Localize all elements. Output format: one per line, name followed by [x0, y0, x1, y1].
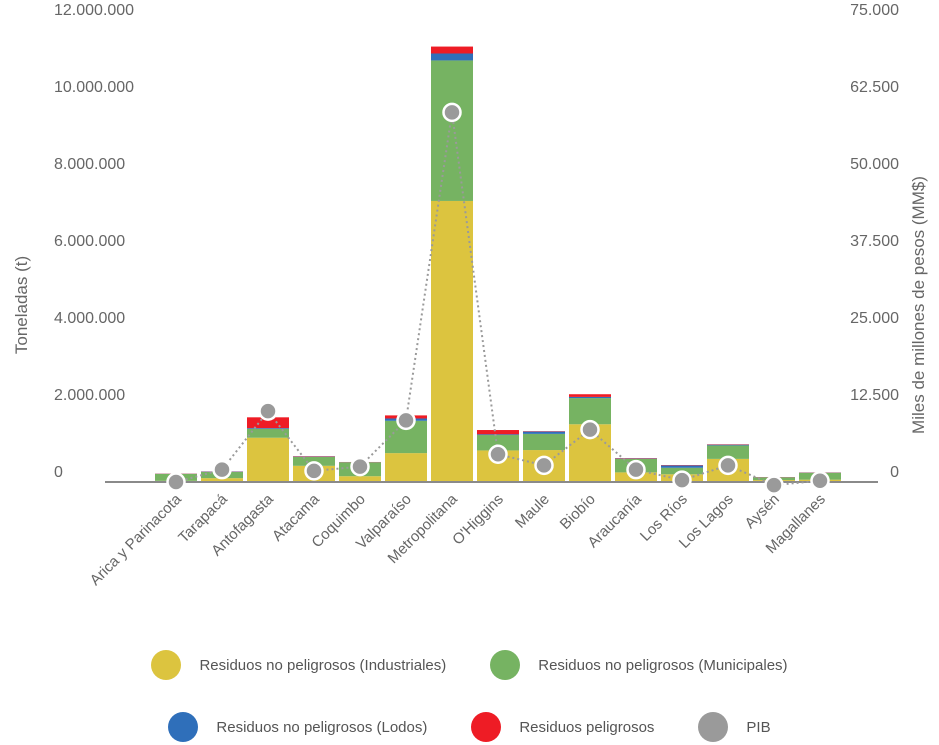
bar-segment [247, 428, 289, 438]
left-axis-label: Toneladas (t) [12, 256, 31, 354]
pib-point [764, 475, 784, 495]
category-label: O'Higgins [449, 491, 507, 549]
legend-swatch [698, 712, 729, 742]
right-tick-label: 25.000 [850, 310, 899, 327]
left-tick-label: 2.000.000 [54, 387, 125, 404]
legend-label: Residuos no peligrosos (Industriales) [199, 656, 447, 674]
category-label: Aysén [742, 491, 783, 532]
left-axis-ticks: 0 2.000.000 4.000.000 6.000.000 8.000.000 10.… [54, 2, 134, 481]
legend-label: Residuos peligrosos [519, 718, 655, 736]
bar-segment [247, 428, 289, 429]
pib-point [304, 461, 324, 481]
legend-swatch [490, 650, 521, 680]
left-tick-label: 6.000.000 [54, 233, 125, 250]
bar-segment [523, 431, 565, 434]
right-tick-label: 0 [890, 464, 899, 481]
bar-segment [385, 453, 427, 482]
bar-segment [569, 398, 611, 425]
bars [155, 46, 841, 482]
right-axis-ticks: 0 12.500 25.000 37.500 50.000 62.500 75.000 [850, 2, 899, 481]
bar-segment [569, 394, 611, 397]
chart-svg: 0 2.000.000 4.000.000 6.000.000 8.000.000 10.… [12, 2, 928, 589]
legend-item: Residuos no peligrosos (Lodos) [168, 712, 427, 742]
left-tick-label: 12.000.000 [54, 2, 134, 19]
bar-segment [431, 46, 473, 54]
right-axis-label: Miles de millones de pesos (MM$) [909, 176, 928, 434]
legend-swatch [151, 650, 182, 680]
left-tick-label: 10.000.000 [54, 79, 134, 96]
legend-row-2: Residuos no peligrosos (Lodos) Residuos p… [0, 712, 939, 742]
category-label: Arica y Parinacota [87, 490, 186, 589]
bar-segment [201, 478, 243, 482]
category-label: Maule [512, 491, 553, 532]
pib-point [810, 471, 830, 491]
bar-segment [477, 435, 519, 451]
legend-item: PIB [698, 712, 771, 742]
pib-point [212, 459, 232, 480]
bar-segment [247, 417, 289, 429]
category-label: Biobío [557, 491, 599, 533]
bar-segment [339, 476, 381, 482]
pib-point [258, 401, 278, 421]
bar-segment [661, 465, 703, 468]
bar-segment [569, 396, 611, 399]
pib-point [580, 419, 600, 440]
pib-point [396, 410, 416, 431]
bar-segment [477, 434, 519, 436]
bar-segment [707, 444, 749, 446]
legend-swatch [471, 712, 502, 742]
right-tick-label: 37.500 [850, 233, 899, 250]
legend-item: Residuos peligrosos [471, 712, 654, 742]
pib-point [672, 470, 692, 490]
pib-point [166, 472, 186, 492]
bar-segment [431, 53, 473, 61]
bar-segment [477, 430, 519, 435]
legend-label: PIB [746, 718, 771, 736]
bar-segment [247, 437, 289, 482]
right-tick-label: 50.000 [850, 156, 899, 173]
left-tick-label: 8.000.000 [54, 156, 125, 173]
left-tick-label: 0 [54, 464, 63, 481]
legend-item: Residuos no peligrosos (Municipales) [490, 650, 788, 680]
pib-point [534, 455, 554, 476]
pib-point [350, 456, 370, 477]
pib-point [488, 444, 508, 465]
right-tick-label: 75.000 [850, 2, 899, 19]
legend-label: Residuos no peligrosos (Lodos) [216, 718, 428, 736]
legend-row-1: Residuos no peligrosos (Industriales) Res… [0, 650, 939, 680]
legend-label: Residuos no peligrosos (Municipales) [538, 656, 788, 674]
pib-line [166, 102, 830, 495]
right-tick-label: 12.500 [850, 387, 899, 404]
pib-point [626, 459, 646, 480]
x-axis-labels: Arica y ParinacotaTarapacáAntofagastaAta… [87, 490, 829, 589]
bar-segment [523, 433, 565, 451]
legend-swatch [168, 712, 199, 742]
right-tick-label: 62.500 [850, 79, 899, 96]
bar-segment [707, 445, 749, 459]
legend-item: Residuos no peligrosos (Industriales) [151, 650, 446, 680]
left-tick-label: 4.000.000 [54, 310, 125, 327]
pib-point [442, 102, 462, 123]
bar-segment [431, 60, 473, 201]
bar-segment [431, 200, 473, 482]
pib-point [718, 455, 738, 476]
